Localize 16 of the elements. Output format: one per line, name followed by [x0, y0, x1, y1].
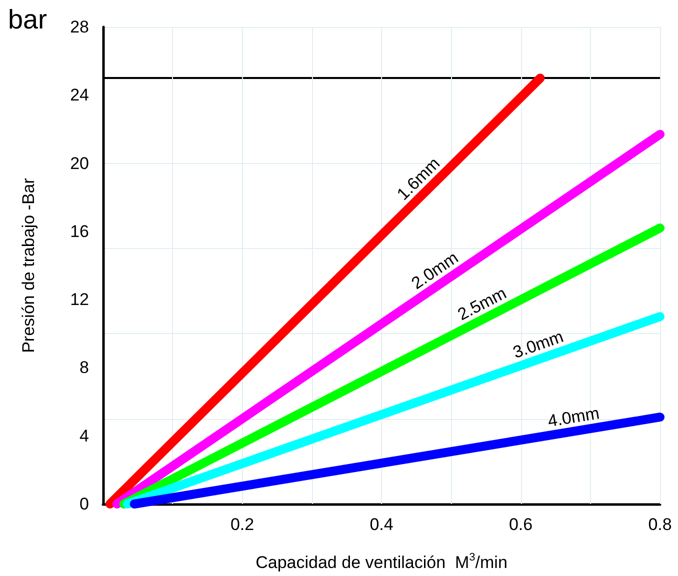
x-tick-label: 0.6 — [508, 515, 533, 534]
y-tick-label: 20 — [70, 154, 89, 173]
y-tick-label: 8 — [80, 358, 89, 378]
text: bar — [8, 4, 48, 34]
x-tick-label: 0.8 — [648, 515, 672, 534]
x-tick-label: 0.4 — [370, 515, 394, 534]
y-tick-label: 0 — [80, 494, 89, 514]
text: 3.0mm — [510, 327, 566, 362]
y-tick-label: 12 — [70, 290, 89, 310]
y-tick-label: 24 — [70, 86, 89, 105]
y-tick-label: 16 — [70, 222, 89, 241]
y-tick-label: 4 — [80, 426, 89, 446]
text: 4.0mm — [546, 404, 601, 431]
y-tick-label: 28 — [70, 18, 89, 36]
x-tick-label: 0.2 — [230, 515, 254, 534]
y-axis-title: Presión de trabajo -Bar — [19, 178, 38, 353]
